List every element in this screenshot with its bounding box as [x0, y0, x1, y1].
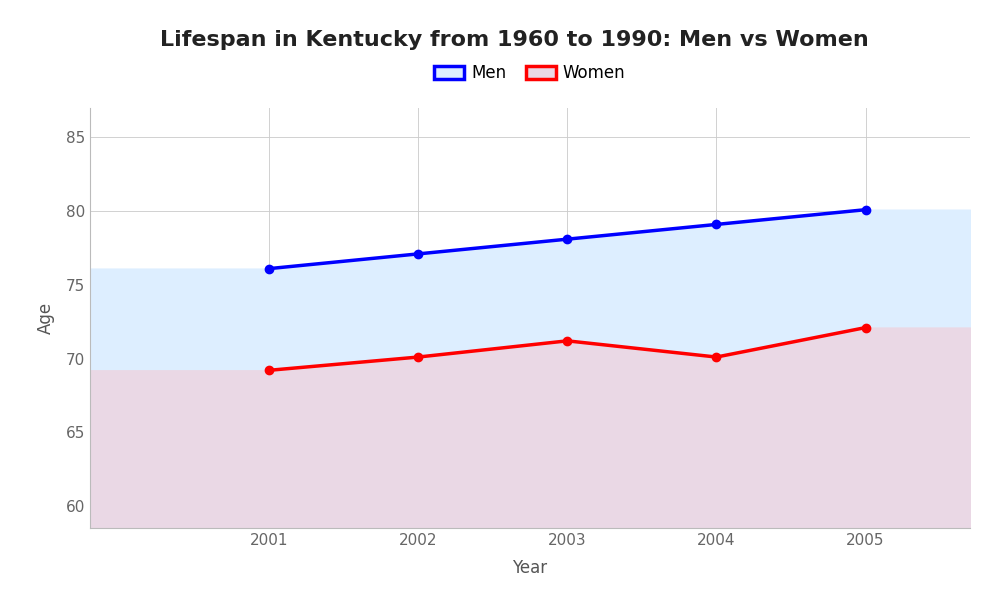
X-axis label: Year: Year [512, 559, 548, 577]
Y-axis label: Age: Age [37, 302, 55, 334]
Text: Lifespan in Kentucky from 1960 to 1990: Men vs Women: Lifespan in Kentucky from 1960 to 1990: … [160, 29, 869, 49]
Legend: Men, Women: Men, Women [428, 58, 632, 89]
